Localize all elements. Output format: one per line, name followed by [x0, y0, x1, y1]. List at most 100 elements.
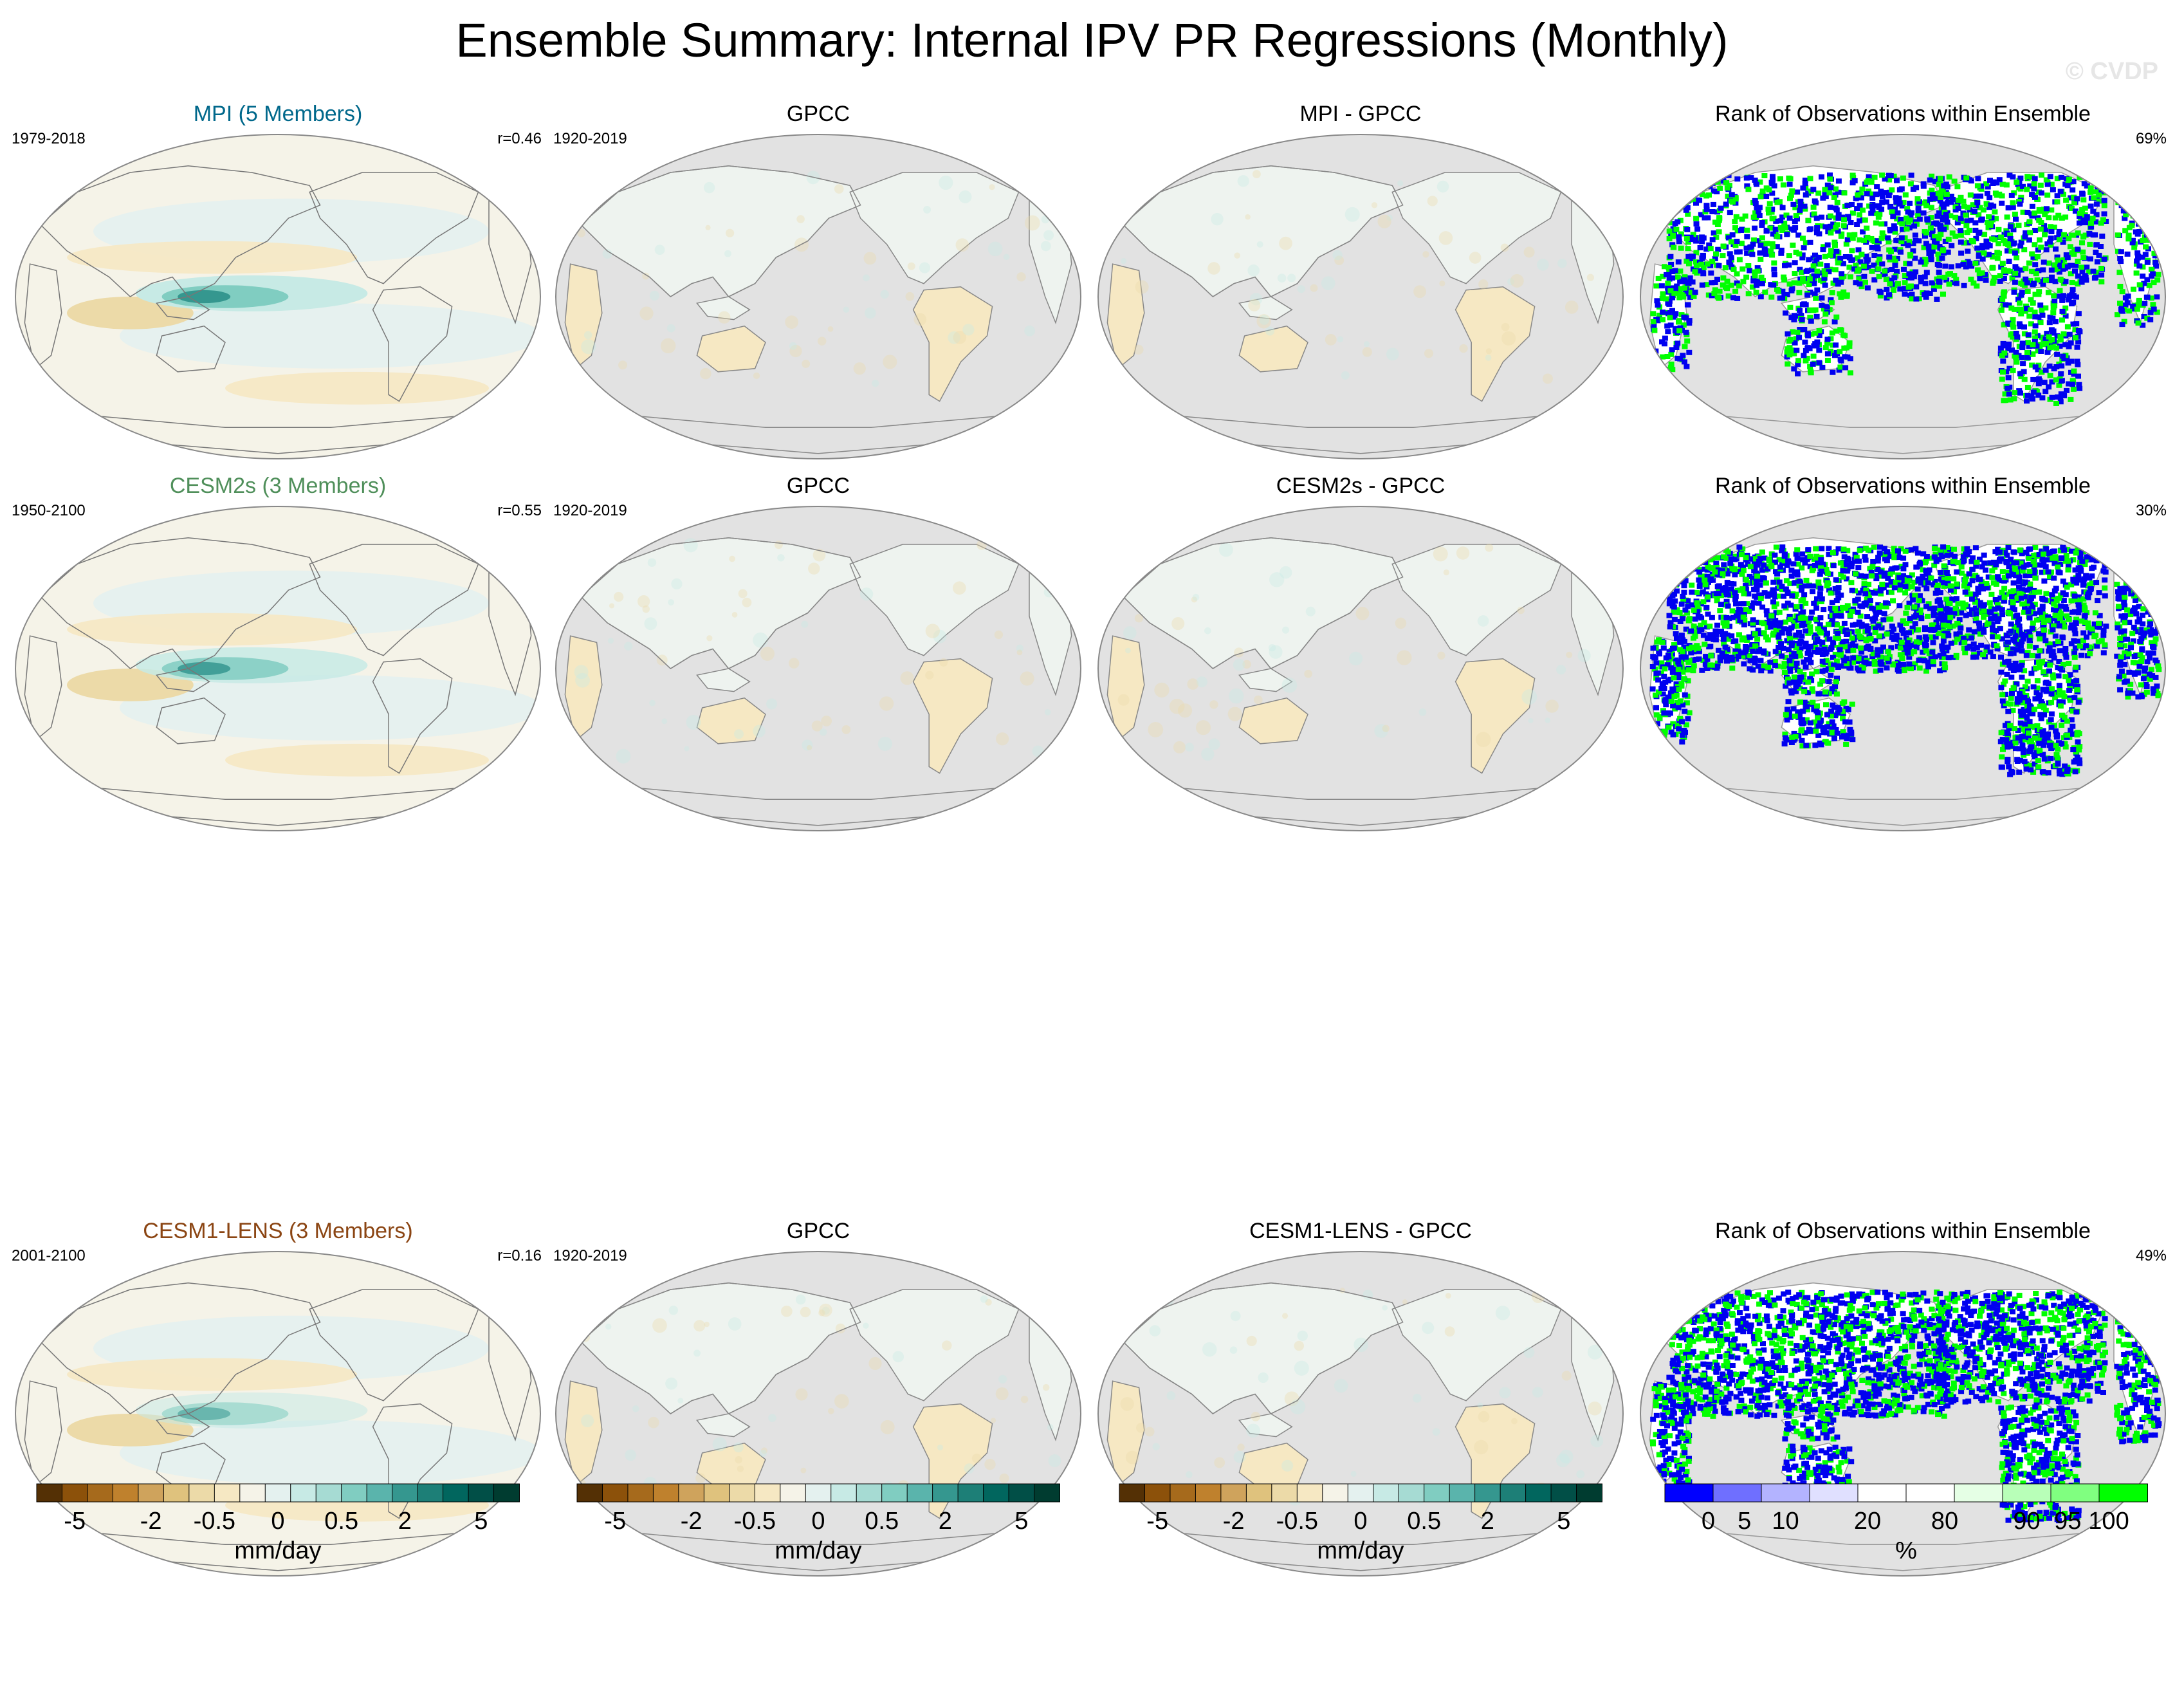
- colorbar-swatch: [703, 1483, 730, 1503]
- colorbar-swatch: [652, 1483, 679, 1503]
- difference-title: CESM2s - GPCC: [1276, 474, 1445, 498]
- colorbar-swatch: [1296, 1483, 1323, 1503]
- colorbar-swatch: [780, 1483, 807, 1503]
- colorbar-swatch: [1195, 1483, 1222, 1503]
- colorbar-tick-label: -0.5: [733, 1508, 776, 1535]
- rank-percent-label: 30%: [2135, 502, 2167, 519]
- colorbar-swatch: [2050, 1483, 2100, 1503]
- colorbar-swatch: [1220, 1483, 1247, 1503]
- rank-map: [1640, 506, 2166, 831]
- colorbar-tick-label: 10: [1772, 1508, 1799, 1535]
- rank-map: [1640, 134, 2166, 459]
- colorbar-swatch: [1398, 1483, 1425, 1503]
- colorbar-swatch: [1034, 1483, 1061, 1503]
- model-years-label: 1950-2100: [12, 502, 86, 519]
- obs-map: [555, 506, 1081, 831]
- model-years-label: 1979-2018: [12, 130, 86, 147]
- model-title: MPI (5 Members): [193, 102, 363, 126]
- colorbar-swatch: [1170, 1483, 1197, 1503]
- colorbar-swatch: [906, 1483, 933, 1503]
- colorbar-swatch: [1809, 1483, 1858, 1503]
- colorbar-tick-label: 80: [1931, 1508, 1959, 1535]
- colorbar-swatch: [1712, 1483, 1762, 1503]
- colorbar-swatch: [983, 1483, 1010, 1503]
- colorbar-swatch: [1905, 1483, 1955, 1503]
- colorbar-swatch: [1449, 1483, 1476, 1503]
- model-correlation-label: r=0.46: [497, 130, 542, 147]
- colorbar-swatch: [729, 1483, 756, 1503]
- pr-colorbar: [1119, 1483, 1603, 1503]
- colorbar-swatch: [87, 1483, 114, 1503]
- rank-title: Rank of Observations within Ensemble: [1715, 474, 2091, 498]
- colorbar-swatch: [856, 1483, 883, 1503]
- colorbar-swatch: [1424, 1483, 1451, 1503]
- colorbar-tick-label: 5: [474, 1508, 488, 1535]
- model-map: [15, 1251, 541, 1577]
- obs-map: [555, 134, 1081, 459]
- colorbar-swatch: [1271, 1483, 1298, 1503]
- colorbar-tick-label: 2: [938, 1508, 952, 1535]
- colorbar-tick-label: -5: [1146, 1508, 1169, 1535]
- colorbar-swatch: [932, 1483, 959, 1503]
- colorbar-swatch: [1954, 1483, 2003, 1503]
- colorbar-swatch: [163, 1483, 190, 1503]
- colorbar-tick-label: 90: [2013, 1508, 2041, 1535]
- colorbar-tick-label: -2: [1222, 1508, 1245, 1535]
- colorbar-swatch: [805, 1483, 832, 1503]
- colorbar-swatch: [417, 1483, 444, 1503]
- rank-percent-label: 69%: [2135, 130, 2167, 147]
- colorbar-swatch: [1008, 1483, 1035, 1503]
- colorbar-swatch: [1761, 1483, 1810, 1503]
- rank-title: Rank of Observations within Ensemble: [1715, 102, 2091, 126]
- colorbar-swatch: [61, 1483, 88, 1503]
- colorbar-swatch: [1857, 1483, 1907, 1503]
- colorbar-swatch: [341, 1483, 368, 1503]
- colorbar-tick-label: 0: [1701, 1508, 1716, 1535]
- rank-percent-label: 49%: [2135, 1247, 2167, 1264]
- colorbar-tick-label: 0.5: [865, 1508, 899, 1535]
- colorbar-swatch: [239, 1483, 266, 1503]
- colorbar-swatch: [1119, 1483, 1146, 1503]
- colorbar-tick-label: 100: [2088, 1508, 2129, 1535]
- difference-title: MPI - GPCC: [1299, 102, 1422, 126]
- rank-map: [1640, 1251, 2166, 1577]
- colorbar-units: mm/day: [775, 1537, 862, 1564]
- colorbar-swatch: [576, 1483, 603, 1503]
- colorbar-swatch: [2098, 1483, 2148, 1503]
- colorbar-swatch: [830, 1483, 858, 1503]
- colorbar-swatch: [1664, 1483, 1714, 1503]
- colorbar-tick-label: 95: [2054, 1508, 2082, 1535]
- model-correlation-label: r=0.16: [497, 1247, 542, 1264]
- colorbar-swatch: [1373, 1483, 1400, 1503]
- colorbar-tick-label: -5: [64, 1508, 86, 1535]
- colorbar-tick-label: -2: [680, 1508, 702, 1535]
- colorbar-swatch: [601, 1483, 629, 1503]
- obs-years-label: 1920-2019: [553, 502, 627, 519]
- colorbar-tick-label: 0.5: [1407, 1508, 1442, 1535]
- colorbar-swatch: [627, 1483, 654, 1503]
- colorbar-swatch: [2002, 1483, 2051, 1503]
- colorbar-swatch: [138, 1483, 165, 1503]
- difference-title: CESM1-LENS - GPCC: [1249, 1219, 1472, 1243]
- colorbar-swatch: [754, 1483, 781, 1503]
- obs-years-label: 1920-2019: [553, 1247, 627, 1264]
- colorbar-swatch: [188, 1483, 216, 1503]
- colorbar-tick-label: 2: [398, 1508, 412, 1535]
- colorbar-tick-label: 2: [1480, 1508, 1494, 1535]
- colorbar-swatch: [493, 1483, 520, 1503]
- colorbar-swatch: [1474, 1483, 1501, 1503]
- colorbar-swatch: [1245, 1483, 1272, 1503]
- colorbar-units: %: [1895, 1537, 1917, 1564]
- difference-map: [1097, 134, 1624, 459]
- figure-title: Ensemble Summary: Internal IPV PR Regres…: [455, 14, 1729, 67]
- pr-colorbar: [36, 1483, 520, 1503]
- model-correlation-label: r=0.55: [497, 502, 542, 519]
- colorbar-tick-label: 0: [1354, 1508, 1368, 1535]
- colorbar-tick-label: 5: [1557, 1508, 1571, 1535]
- colorbar-swatch: [1500, 1483, 1527, 1503]
- colorbar-tick-label: 5: [1014, 1508, 1029, 1535]
- obs-years-label: 1920-2019: [553, 130, 627, 147]
- colorbar-swatch: [468, 1483, 495, 1503]
- colorbar-tick-label: 0: [811, 1508, 825, 1535]
- colorbar-swatch: [214, 1483, 241, 1503]
